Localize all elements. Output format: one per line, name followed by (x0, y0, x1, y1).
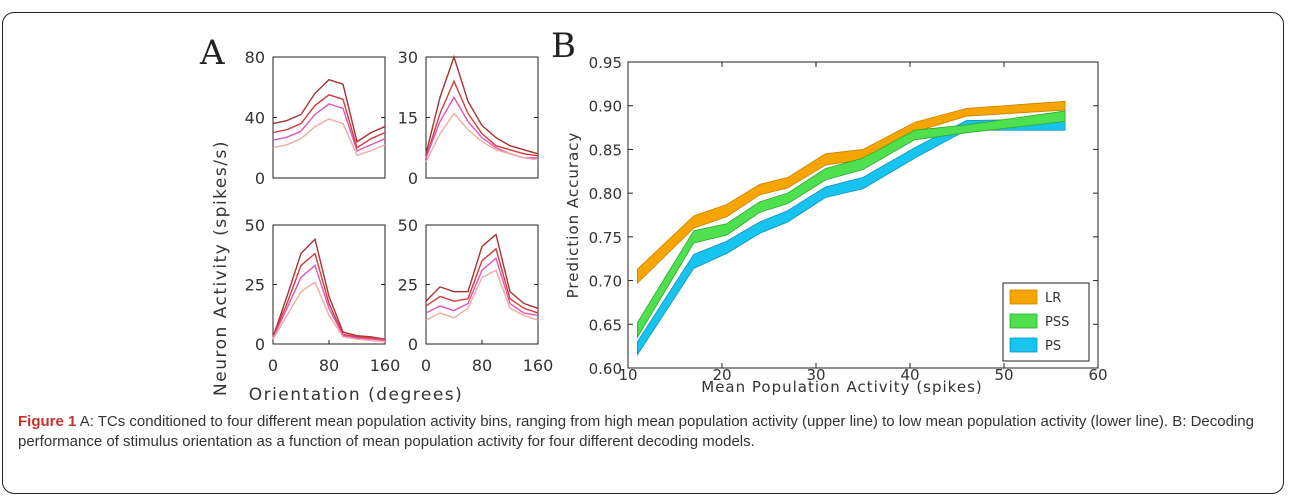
y-tick-label: 0 (408, 335, 418, 354)
panel-b-plot: 0.60 0.65 0.70 0.75 0.80 0.85 0.90 0.95 10 20 30 40… (589, 54, 1108, 384)
tc-line-1 (425, 54, 539, 155)
y-tick-label: 80 (245, 48, 265, 67)
tc-line-3 (425, 257, 539, 317)
tc-line-2 (272, 94, 386, 149)
panel-a-x-axis-label: Orientation (degrees) (249, 385, 464, 405)
legend: LR PSS PS (1002, 282, 1090, 362)
x-tick-label: 50 (994, 366, 1013, 384)
subplot-frame (425, 224, 539, 345)
panel-b-x-axis-label: Mean Population Activity (spikes) (701, 378, 982, 396)
band-pss (637, 110, 1066, 339)
tc-line-2 (425, 247, 539, 314)
x-tick-label: 0 (268, 356, 278, 375)
tc-line-1 (425, 233, 539, 309)
figure-frame (2, 12, 1284, 494)
y-tick-label: 0 (255, 335, 265, 354)
band-ps (637, 118, 1066, 357)
subplot-frame (272, 224, 386, 345)
y-tick-label: 25 (398, 276, 418, 295)
y-tick-label: 0 (255, 169, 265, 188)
y-tick-label: 25 (245, 276, 265, 295)
panel-label-b: B (551, 26, 576, 66)
panel-a-subplots: 0 40 80 0 15 30 0 25 50 0 80 160 0 25 50 0 80 160 (245, 48, 554, 375)
y-tick-label: 0.80 (589, 185, 622, 203)
panel-label-a: A (199, 33, 225, 73)
y-tick-label: 15 (398, 109, 418, 128)
y-tick-label: 50 (245, 216, 265, 235)
y-tick-label: 50 (398, 216, 418, 235)
x-tick-label: 40 (900, 366, 919, 384)
tc-line-4 (272, 118, 386, 157)
legend-swatch-pss (1009, 313, 1038, 329)
tc-line-4 (272, 281, 386, 343)
figure-caption: Figure 1 A: TCs conditioned to four diff… (18, 412, 1273, 452)
x-tick-label: 160 (523, 356, 554, 375)
y-tick-label: 0.65 (589, 316, 622, 334)
y-tick-label: 0.70 (589, 273, 622, 291)
tc-line-1 (272, 237, 386, 340)
tc-line-1 (272, 78, 386, 143)
x-tick-label: 160 (370, 356, 401, 375)
tc-line-3 (272, 264, 386, 342)
x-tick-label: 10 (618, 366, 637, 384)
x-tick-label: 0 (421, 356, 431, 375)
tc-subplot-3: 0 25 50 0 80 160 (245, 216, 401, 375)
panel-a-y-axis-label: Neuron Activity (spikes/s) (211, 140, 231, 396)
tc-line-4 (425, 269, 539, 321)
caption-text: A: TCs conditioned to four different mea… (18, 413, 1254, 450)
band-lr (637, 100, 1066, 285)
y-tick-label: 40 (245, 109, 265, 128)
x-tick-label: 80 (472, 356, 492, 375)
legend-swatch-lr (1009, 289, 1038, 305)
tc-line-3 (272, 103, 386, 152)
y-tick-label: 0.60 (589, 360, 622, 378)
y-tick-label: 0 (408, 169, 418, 188)
y-tick-label: 30 (398, 48, 418, 67)
y-tick-label: 0.75 (589, 229, 622, 247)
legend-label-ps: PS (1045, 339, 1061, 354)
subplot-frame (272, 56, 386, 179)
x-tick-label: 30 (806, 366, 825, 384)
tc-line-4 (425, 112, 539, 163)
x-tick-label: 20 (712, 366, 731, 384)
tc-subplot-4: 0 25 50 0 80 160 (398, 216, 554, 375)
x-tick-label: 60 (1088, 366, 1107, 384)
x-tick-label: 80 (319, 356, 339, 375)
caption-label: Figure 1 (18, 413, 77, 430)
legend-label-lr: LR (1045, 291, 1061, 306)
y-tick-label: 0.90 (589, 98, 622, 116)
tc-subplot-2: 0 15 30 (398, 48, 539, 188)
panel-b-y-axis-label: Prediction Accuracy (564, 132, 582, 299)
tc-line-2 (272, 252, 386, 340)
legend-swatch-ps (1009, 337, 1038, 353)
tc-line-2 (425, 79, 539, 159)
tc-subplot-1: 0 40 80 (245, 48, 386, 188)
y-tick-label: 0.95 (589, 54, 622, 72)
legend-label-pss: PSS (1045, 315, 1069, 330)
y-tick-label: 0.85 (589, 141, 622, 159)
